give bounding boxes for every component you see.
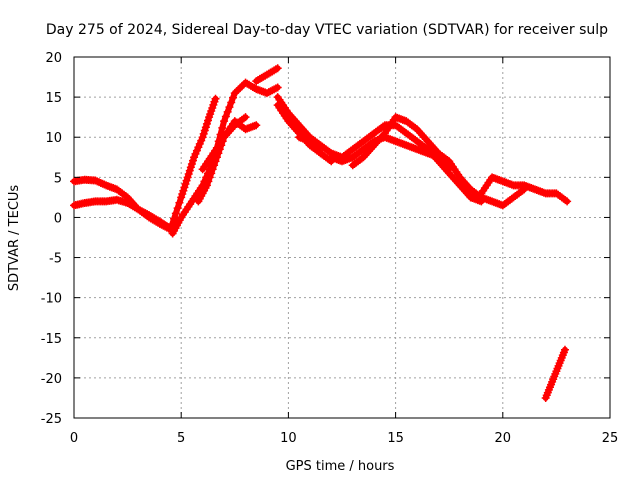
series-trace	[274, 94, 485, 205]
x-tick-label: 5	[177, 431, 185, 446]
data-point	[220, 117, 229, 126]
tick-layer: 0 5 10 15 20 25 20 15 10 5 0 -5 -10 -15 -20 -25	[41, 51, 619, 446]
data-point	[208, 165, 217, 174]
data-point	[210, 161, 219, 170]
y-tick-label: -10	[41, 292, 62, 307]
y-tick-label: -25	[41, 412, 62, 427]
data-point	[175, 198, 184, 207]
data-point	[95, 178, 104, 187]
data-point	[252, 121, 261, 130]
data-point	[250, 84, 259, 93]
data-point	[520, 185, 529, 194]
data-point	[221, 112, 230, 121]
data-point	[211, 94, 220, 103]
data-point	[171, 209, 180, 218]
series-sat-c	[166, 94, 220, 234]
data-point	[262, 89, 271, 98]
data-point	[271, 65, 280, 74]
data-point	[205, 173, 214, 182]
data-point	[93, 177, 102, 186]
x-axis-label: GPS time / hours	[286, 459, 395, 474]
x-tick-label: 10	[280, 431, 297, 446]
data-point	[232, 87, 241, 96]
data-point	[443, 155, 452, 164]
series-sat-m	[477, 173, 572, 206]
data-point	[225, 103, 234, 112]
plot-frame	[73, 56, 611, 419]
x-tick-label: 15	[387, 431, 404, 446]
series-sat-o	[541, 345, 569, 402]
data-point	[229, 93, 238, 102]
data-point	[237, 82, 246, 91]
y-tick-label: 10	[45, 131, 62, 146]
data-point	[268, 86, 277, 95]
data-point	[204, 177, 213, 186]
chart-title: Day 275 of 2024, Sidereal Day-to-day VTE…	[46, 22, 608, 38]
series-sat-g	[252, 64, 282, 86]
series-sat-f	[198, 113, 250, 174]
x-tick-label: 25	[602, 431, 619, 446]
data-point	[96, 178, 105, 187]
series-trace	[169, 79, 281, 237]
data-point	[223, 107, 232, 116]
data-point	[560, 345, 569, 354]
data-point	[518, 186, 527, 195]
data-point	[270, 85, 279, 94]
y-tick-label: 20	[45, 51, 62, 66]
data-point	[202, 181, 211, 190]
x-tick-label: 0	[70, 431, 78, 446]
data-point	[273, 83, 282, 92]
data-point	[234, 85, 243, 94]
y-tick-label: -15	[41, 332, 62, 347]
series-sat-d	[168, 78, 282, 238]
y-tick-label: 5	[54, 171, 62, 186]
y-tick-label: 15	[45, 91, 62, 106]
grid	[74, 57, 610, 418]
data-point	[139, 208, 148, 217]
y-tick-label: -20	[41, 372, 62, 387]
data-point	[561, 196, 570, 205]
data-point	[91, 176, 100, 185]
x-tick-label: 20	[495, 431, 512, 446]
data-point	[98, 179, 107, 188]
data-point	[236, 83, 245, 92]
y-tick-label: 0	[54, 211, 62, 226]
data-point	[170, 214, 179, 223]
data-point	[218, 123, 227, 132]
y-axis-label: SDTVAR / TECUs	[7, 185, 22, 292]
data-point	[239, 114, 248, 123]
y-tick-label: -5	[49, 252, 62, 267]
data-point	[230, 89, 239, 98]
series-sat-b	[70, 195, 173, 232]
series-sat-n	[466, 185, 529, 210]
data-point	[264, 88, 273, 97]
data-point	[211, 157, 220, 166]
data-point	[137, 207, 146, 216]
data-point	[266, 87, 275, 96]
data-point	[563, 197, 572, 206]
data-point	[273, 64, 282, 73]
data-point	[134, 205, 143, 214]
data-point	[173, 204, 182, 213]
series-sat-h	[273, 93, 486, 206]
data-point	[271, 84, 280, 93]
data-point	[207, 169, 216, 178]
data-point	[141, 209, 150, 218]
data-point	[136, 206, 145, 215]
data-point	[100, 180, 109, 189]
data-point	[227, 98, 236, 107]
series-layer	[70, 64, 572, 402]
data-point	[241, 113, 250, 122]
